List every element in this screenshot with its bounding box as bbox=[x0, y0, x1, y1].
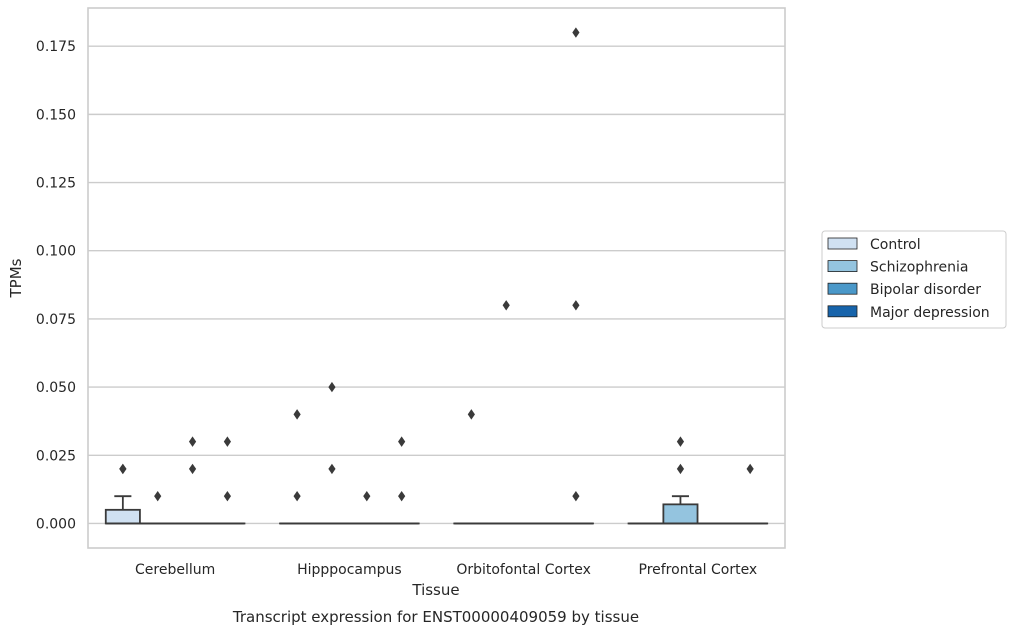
box-schizophrenia bbox=[662, 436, 699, 525]
outlier-point bbox=[398, 436, 406, 447]
plot-background bbox=[88, 8, 785, 548]
x-tick-label: Hipppocampus bbox=[297, 562, 402, 578]
outlier-point bbox=[119, 463, 127, 475]
legend-frame bbox=[821, 230, 1007, 329]
x-axis-label: Tissue bbox=[411, 581, 459, 599]
y-tick-label: 0.100 bbox=[36, 244, 76, 260]
legend-label: Major depression bbox=[870, 305, 990, 321]
outlier-point bbox=[328, 381, 336, 393]
box-plots bbox=[104, 27, 769, 525]
outlier-point bbox=[188, 463, 197, 475]
box-major-depression bbox=[209, 436, 246, 525]
legend-items: Control Schizophrenia Bipolar disorder Majo… bbox=[827, 237, 990, 321]
outlier-point bbox=[223, 490, 231, 502]
outlier-point bbox=[293, 409, 301, 420]
y-tick-label: 0.050 bbox=[36, 380, 76, 396]
box-body bbox=[662, 503, 699, 525]
outlier-point bbox=[572, 300, 580, 311]
outlier-point bbox=[154, 490, 162, 502]
box-body bbox=[104, 508, 141, 525]
outlier-point bbox=[328, 463, 336, 475]
outlier-point bbox=[363, 490, 371, 502]
box-bipolar-disorder bbox=[174, 436, 211, 525]
y-axis-label: TPMs bbox=[7, 258, 25, 298]
legend-label: Schizophrenia bbox=[870, 260, 968, 276]
y-tick-label: 0.025 bbox=[36, 448, 76, 464]
outlier-point bbox=[746, 463, 754, 475]
outlier-point bbox=[293, 490, 301, 502]
y-tick-labels: 0.000 0.025 0.050 0.075 0.100 0.125 0.150 0.175 bbox=[36, 39, 76, 532]
y-tick-label: 0.175 bbox=[36, 39, 76, 55]
y-tick-label: 0.125 bbox=[36, 176, 76, 192]
legend-swatch bbox=[827, 305, 858, 318]
plot-frame bbox=[87, 7, 786, 549]
outlier-point bbox=[502, 300, 510, 311]
outlier-point bbox=[188, 436, 197, 447]
outlier-point bbox=[572, 490, 580, 502]
y-tick-label: 0.150 bbox=[36, 107, 76, 123]
box-major-depression bbox=[557, 27, 594, 525]
x-tick-label: Prefrontal Cortex bbox=[639, 562, 758, 578]
outlier-point bbox=[572, 27, 580, 38]
y-tick-label: 0.000 bbox=[36, 516, 76, 532]
y-tick-label: 0.075 bbox=[36, 312, 76, 328]
legend: Control Schizophrenia Bipolar disorder Majo… bbox=[821, 230, 1007, 329]
legend-label: Bipolar disorder bbox=[870, 282, 981, 298]
box-major-depression bbox=[732, 463, 769, 525]
legend-label: Control bbox=[870, 237, 921, 253]
legend-swatch bbox=[827, 237, 858, 250]
legend-swatch bbox=[827, 282, 858, 295]
outlier-point bbox=[398, 490, 406, 502]
x-tick-label: Cerebellum bbox=[135, 562, 215, 578]
outlier-point bbox=[223, 436, 231, 447]
box-major-depression bbox=[383, 436, 420, 525]
box-control bbox=[104, 463, 141, 525]
outlier-point bbox=[676, 436, 685, 447]
outlier-point bbox=[467, 409, 475, 420]
legend-swatch bbox=[827, 260, 858, 273]
x-tick-labels: Cerebellum Hipppocampus Orbitofontal Corte… bbox=[135, 562, 757, 578]
outlier-point bbox=[676, 463, 685, 475]
x-tick-label: Orbitofontal Cortex bbox=[456, 562, 591, 578]
chart-title: Transcript expression for ENST0000040905… bbox=[232, 608, 639, 626]
